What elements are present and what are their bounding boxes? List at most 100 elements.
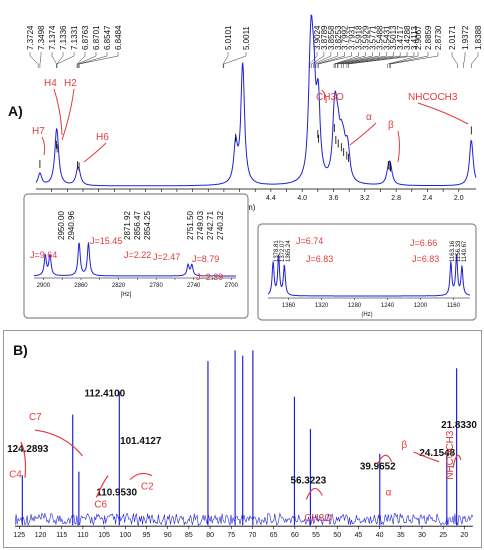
peak-assignment-label: H4 [44, 78, 57, 89]
coupling-constant-label: J=6.83 [412, 254, 439, 264]
inset-tick-label: 1240 [381, 303, 395, 309]
carbon-nmr-panel: B) 125 120 115 110 105 100 95 90 85 80 75 70 65 60 55 50… [3, 330, 482, 548]
carbon-assignment-label: C7 [29, 412, 42, 423]
peak-value-label: 7.1336 [59, 25, 68, 50]
ppm-tick-label: 55 [312, 532, 320, 539]
inset-tick-label: 2900 [37, 283, 51, 289]
panel-label: A) [8, 103, 23, 119]
peak-value-label: 3.5431 [382, 25, 391, 50]
peak-value-label: 5.0011 [242, 26, 251, 50]
ppm-tick-label: 75 [227, 532, 235, 539]
assignment-leader [413, 451, 440, 463]
assignment-leader [321, 89, 327, 104]
peak-leader-line [56, 52, 75, 68]
ppm-tick-label: 25 [439, 532, 447, 539]
inset-tick-label: 1160 [447, 303, 461, 309]
assignment-leader [397, 130, 400, 163]
inset-peak-label: 1149.67 [462, 240, 468, 262]
peak-assignment-label: H7 [32, 126, 45, 137]
ppm-tick-label: 85 [185, 532, 193, 539]
ppm-tick-label: 30 [418, 532, 426, 539]
inset-tick-label: 1280 [348, 303, 362, 309]
inset-peak-label: 1365.24 [286, 240, 292, 262]
inset-peak-label: 2854.25 [143, 211, 152, 240]
inset-tick-label: 2700 [225, 283, 239, 289]
assignment-leader [41, 136, 46, 156]
peak-leader-line [317, 52, 345, 68]
ppm-tick-label: 45 [355, 532, 363, 539]
peak-assignment-label: α [366, 112, 372, 123]
inset-tick-label: 1200 [414, 303, 428, 309]
peak-leader-line [39, 52, 42, 68]
peak-leader-line [222, 52, 229, 68]
peak-leader-line [390, 52, 439, 68]
peak-leader-line [51, 52, 57, 68]
peak-leader-line [348, 52, 415, 68]
ppm-tick-label: 65 [270, 532, 278, 539]
peak-leader-line [389, 52, 429, 68]
ppm-tick-label: 50 [333, 532, 341, 539]
carbon-peak-value: 110.9530 [96, 487, 137, 498]
peak-value-label: 1.8388 [474, 25, 483, 50]
carbon-assignment-label: C2 [141, 482, 154, 493]
inset-tick-label: 1360 [282, 303, 296, 309]
coupling-constant-label: J=9.64 [30, 250, 57, 260]
peak-value-label: 3.5929 [362, 25, 371, 50]
peak-leader-line [333, 52, 366, 68]
peak-leader-line [335, 52, 373, 68]
carbon-peak-value: 24.1548 [419, 448, 455, 459]
peak-leader-line [337, 52, 380, 68]
inset-peak-label: 1156.33 [456, 240, 462, 262]
inset-tick-label: 1320 [315, 303, 329, 309]
inset-tick-label: 2860 [74, 283, 88, 289]
ppm-tick-label: 120 [35, 532, 47, 539]
peak-value-label: 3.8558 [327, 25, 336, 50]
peak-leader-line [451, 52, 458, 68]
carbon-baseline-noise [14, 512, 474, 527]
peak-leader-line [313, 52, 332, 68]
peak-assignment-label: CH3O [316, 92, 344, 103]
peak-value-label: 5.0101 [224, 25, 233, 50]
peak-value-label: 3.4717 [396, 25, 405, 50]
inset-peak-label: 2871.92 [123, 211, 132, 240]
peak-value-label: 3.8789 [320, 25, 329, 50]
peak-leader-line [77, 52, 97, 68]
ppm-tick-label: 3.6 [329, 195, 339, 202]
coupling-constant-label: J=2.39 [196, 272, 223, 282]
carbon-assignment-label: C6 [94, 499, 107, 510]
peak-value-label: 6.8701 [92, 25, 101, 50]
peak-value-label: 3.4288 [403, 25, 412, 50]
ppm-tick-label: 70 [249, 532, 257, 539]
proton-nmr-panel: A)7.3724 7.3498 7.1374 7.1336 7.1331 6.8763 6.… [8, 14, 483, 321]
assignment-leader [83, 142, 107, 163]
peak-leader-line [223, 52, 247, 68]
carbon-assignment-label: β [402, 440, 408, 451]
ppm-tick-label: 95 [143, 532, 151, 539]
assignment-leader [20, 441, 27, 478]
peak-leader-line [318, 52, 352, 68]
coupling-constant-label: J=6.74 [296, 236, 323, 246]
peak-leader-line [387, 52, 419, 68]
inset-aliphatic-trace [267, 253, 471, 297]
assignment-leader [377, 454, 393, 465]
inset-peak-label: 2740.32 [216, 211, 225, 240]
peak-value-label: 7.1374 [48, 25, 57, 50]
peak-leader-line [346, 52, 408, 68]
peak-leader-line [309, 52, 318, 68]
inset-tick-label: 2780 [149, 283, 163, 289]
carbon-peak-value: 101.4127 [120, 436, 162, 447]
ppm-tick-label: 115 [56, 532, 67, 539]
assignment-leader [129, 472, 153, 481]
peak-leader-line [340, 52, 394, 68]
ppm-tick-label: 60 [291, 532, 299, 539]
peak-value-label: 6.8484 [114, 25, 123, 50]
peak-value-label: 3.5918 [355, 25, 364, 50]
coupling-constant-label: J=2.22 [124, 250, 151, 260]
coupling-constant-label: J=15.45 [90, 236, 122, 246]
peak-value-label: 3.9024 [313, 25, 322, 50]
peak-value-label: 3.5013 [389, 25, 398, 50]
peak-leader-line [56, 52, 64, 68]
peak-leader-line [471, 52, 479, 68]
peak-value-label: 2.8859 [424, 25, 433, 50]
carbon-peak-value: 21.8330 [441, 420, 477, 431]
